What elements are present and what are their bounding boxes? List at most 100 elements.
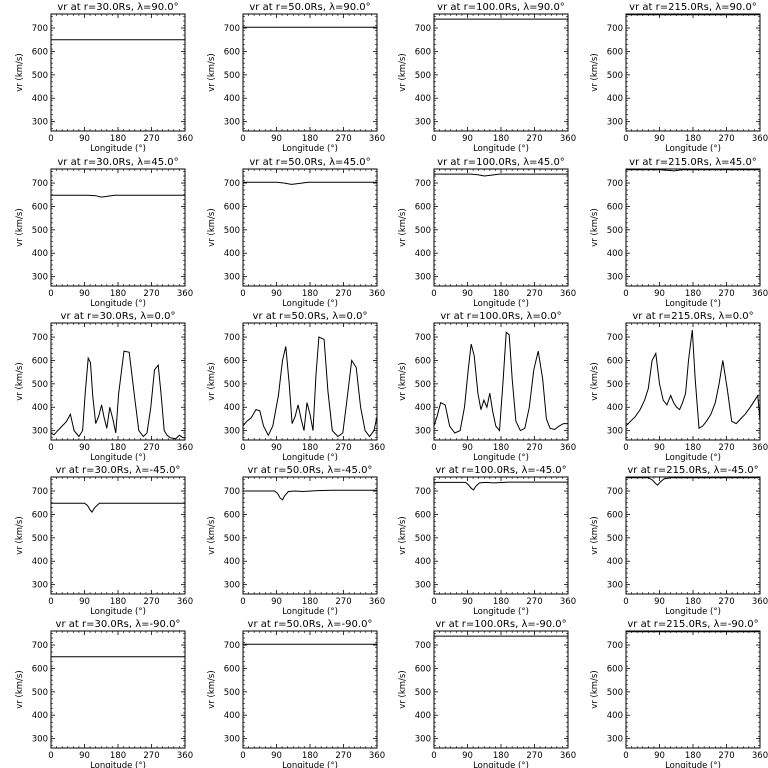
panel-title: vr at r=30.0Rs, λ=-90.0° xyxy=(56,619,181,630)
x-tick-label: 0 xyxy=(48,289,53,299)
x-tick-label: 0 xyxy=(48,751,53,761)
x-tick-label: 360 xyxy=(560,289,576,299)
x-tick-label: 90 xyxy=(654,134,665,144)
y-tick-label: 500 xyxy=(607,226,623,236)
x-tick-label: 360 xyxy=(560,751,576,761)
plot-frame xyxy=(242,630,378,749)
y-tick-label: 600 xyxy=(607,47,623,57)
y-tick-label: 400 xyxy=(607,249,623,259)
y-tick-label: 500 xyxy=(607,534,623,544)
y-tick-label: 700 xyxy=(224,333,240,343)
y-tick-label: 500 xyxy=(415,380,431,390)
x-tick-label: 270 xyxy=(718,443,734,453)
panel: 0 90 180 270 360 300 400 500 600 700 vr at r=50.0R… xyxy=(207,311,385,463)
x-tick-label: 180 xyxy=(110,751,126,761)
y-axis-label: vr (km/s) xyxy=(590,53,600,91)
x-tick-label: 360 xyxy=(369,443,385,453)
x-tick-label: 180 xyxy=(110,289,126,299)
y-tick-label: 700 xyxy=(607,641,623,651)
panel-title: vr at r=215.0Rs, λ=0.0° xyxy=(632,311,753,322)
panel: 0 90 180 270 360 300 400 500 600 700 vr at r=30.0R… xyxy=(15,2,193,154)
x-tick-label: 0 xyxy=(431,751,436,761)
x-tick-label: 270 xyxy=(335,289,351,299)
y-axis-label: vr (km/s) xyxy=(15,670,25,708)
x-tick-label: 360 xyxy=(752,289,768,299)
series-line xyxy=(243,181,377,185)
x-tick-label: 270 xyxy=(718,134,734,144)
y-tick-label: 300 xyxy=(415,735,431,745)
y-tick-label: 300 xyxy=(32,118,48,128)
x-axis-label: Longitude (°) xyxy=(282,761,338,768)
x-tick-label: 0 xyxy=(431,289,436,299)
x-tick-label: 360 xyxy=(177,597,193,607)
panel: 0 90 180 270 360 300 400 500 600 700 vr at r=100.0… xyxy=(398,465,576,617)
y-tick-label: 400 xyxy=(607,557,623,567)
y-tick-label: 400 xyxy=(224,249,240,259)
x-tick-label: 90 xyxy=(462,289,473,299)
y-axis-label: vr (km/s) xyxy=(15,53,25,91)
x-tick-label: 360 xyxy=(560,443,576,453)
x-tick-label: 270 xyxy=(526,751,542,761)
x-tick-label: 90 xyxy=(271,443,282,453)
y-axis-label: vr (km/s) xyxy=(15,208,25,246)
panel-title: vr at r=30.0Rs, λ=-45.0° xyxy=(56,465,181,476)
y-tick-label: 300 xyxy=(607,118,623,128)
y-tick-label: 500 xyxy=(224,380,240,390)
y-tick-label: 400 xyxy=(415,403,431,413)
x-tick-label: 360 xyxy=(752,134,768,144)
y-axis-label: vr (km/s) xyxy=(207,208,217,246)
panel-title: vr at r=100.0Rs, λ=90.0° xyxy=(437,2,565,13)
y-tick-label: 300 xyxy=(607,273,623,283)
y-tick-label: 400 xyxy=(224,557,240,567)
x-tick-label: 180 xyxy=(493,597,509,607)
y-tick-label: 500 xyxy=(224,71,240,81)
x-tick-label: 180 xyxy=(302,597,318,607)
plot-frame xyxy=(433,13,569,132)
x-tick-label: 0 xyxy=(240,751,245,761)
x-tick-label: 270 xyxy=(335,443,351,453)
x-tick-label: 90 xyxy=(654,443,665,453)
panel: 0 90 180 270 360 300 400 500 600 700 vr at r=215.0… xyxy=(590,465,768,617)
x-tick-label: 0 xyxy=(48,597,53,607)
series-line xyxy=(51,194,185,198)
panel-title: vr at r=50.0Rs, λ=90.0° xyxy=(249,2,370,13)
x-tick-label: 180 xyxy=(302,443,318,453)
y-tick-label: 500 xyxy=(415,226,431,236)
x-tick-label: 0 xyxy=(623,289,628,299)
series-line xyxy=(626,477,760,486)
y-tick-label: 300 xyxy=(224,581,240,591)
y-tick-label: 600 xyxy=(224,47,240,57)
x-tick-label: 180 xyxy=(685,751,701,761)
plot-frame xyxy=(50,476,186,595)
x-tick-label: 90 xyxy=(271,597,282,607)
panel-title: vr at r=50.0Rs, λ=-45.0° xyxy=(248,465,373,476)
panel: 0 90 180 270 360 300 400 500 600 700 vr at r=100.0… xyxy=(398,2,576,154)
plot-frame xyxy=(625,13,761,132)
y-tick-label: 300 xyxy=(224,735,240,745)
plot-frame xyxy=(50,168,186,287)
panel: 0 90 180 270 360 300 400 500 600 700 vr at r=100.0… xyxy=(398,619,576,768)
x-tick-label: 180 xyxy=(302,289,318,299)
x-axis-label: Longitude (°) xyxy=(665,607,721,617)
x-axis-label: Longitude (°) xyxy=(90,607,146,617)
y-tick-label: 700 xyxy=(415,179,431,189)
x-axis-label: Longitude (°) xyxy=(473,299,529,309)
panel: 0 90 180 270 360 300 400 500 600 700 vr at r=215.0… xyxy=(590,157,768,309)
x-tick-label: 0 xyxy=(240,289,245,299)
y-tick-label: 400 xyxy=(32,557,48,567)
x-tick-label: 270 xyxy=(526,134,542,144)
x-tick-label: 90 xyxy=(654,751,665,761)
x-tick-label: 180 xyxy=(493,289,509,299)
x-tick-label: 270 xyxy=(718,751,734,761)
x-tick-label: 90 xyxy=(79,751,90,761)
x-tick-label: 360 xyxy=(177,289,193,299)
x-tick-label: 0 xyxy=(623,751,628,761)
x-tick-label: 270 xyxy=(335,597,351,607)
y-tick-label: 600 xyxy=(415,664,431,674)
x-tick-label: 0 xyxy=(48,443,53,453)
y-tick-label: 600 xyxy=(607,356,623,366)
y-tick-label: 300 xyxy=(32,581,48,591)
x-tick-label: 0 xyxy=(240,443,245,453)
y-tick-label: 500 xyxy=(32,380,48,390)
y-tick-label: 300 xyxy=(224,427,240,437)
